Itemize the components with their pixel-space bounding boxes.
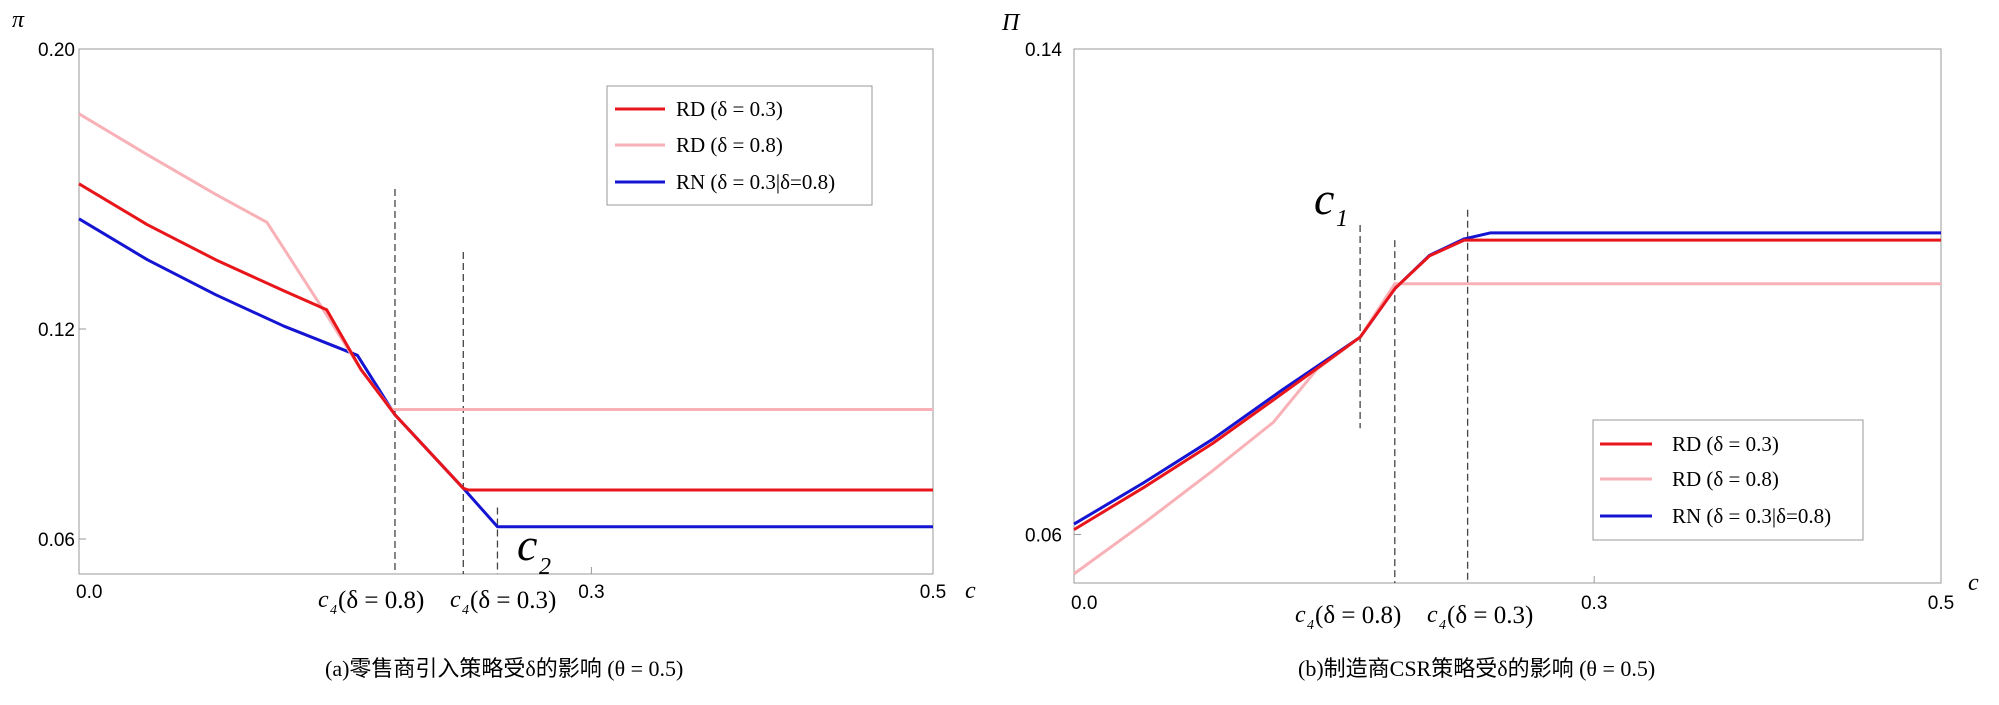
annotation-c4-08-sub: 4 <box>330 603 337 618</box>
y-tick-label: 0.06 <box>1025 525 1062 546</box>
caption-a: (a)零售商引入策略受δ的影响 (θ = 0.5) <box>325 656 683 681</box>
plot-frame-b <box>1073 48 1942 584</box>
x-tick-label: 0.0 <box>76 582 102 603</box>
y-tick-label: 0.12 <box>38 320 75 341</box>
x-tick-label: 0.3 <box>1581 593 1607 614</box>
plot-frame-a <box>78 48 934 575</box>
annotation-c1-main: c <box>1314 173 1334 224</box>
x-tick-label: 0.5 <box>1928 593 1954 614</box>
x-tick-label: 0.0 <box>1071 593 1097 614</box>
y-tick-label: 0.20 <box>38 40 75 61</box>
legend-label-rn-b: RN (δ = 0.3|δ=0.8) <box>1672 504 1831 528</box>
series-line <box>1073 282 1941 576</box>
annotation-c4-08-main: c <box>318 587 329 613</box>
annotation-c2-main: c <box>517 519 537 570</box>
legend-b: RD (δ = 0.3) RD (δ = 0.8) RN (δ = 0.3|δ=… <box>1592 419 1864 541</box>
legend-label-rd-03-b: RD (δ = 0.3) <box>1672 432 1779 456</box>
annotation-c4-03-label: (δ = 0.3) <box>470 587 556 614</box>
annotation-c4-03-main: c <box>450 587 461 613</box>
panel-b: Π c 0.14 0.06 0.0 0.3 0.5 RD (δ = 0.3) RD (… <box>1001 10 1979 681</box>
legend-label-rn-a: RN (δ = 0.3|δ=0.8) <box>676 170 835 194</box>
caption-b: (b)制造商CSR策略受δ的影响 (θ = 0.5) <box>1298 656 1655 681</box>
annotation-c4-08-sub-b: 4 <box>1307 618 1314 633</box>
legend-label-rd-08-b: RD (δ = 0.8) <box>1672 467 1779 491</box>
y-tick-label: 0.14 <box>1025 40 1062 61</box>
x-tick-label: 0.3 <box>578 582 604 603</box>
series-line <box>1073 238 1941 531</box>
y-axis-label-a: π <box>12 7 25 33</box>
annotation-c4-03-main-b: c <box>1427 602 1438 628</box>
annotation-c4-03-sub: 4 <box>462 603 469 618</box>
legend-label-rd-08-a: RD (δ = 0.8) <box>676 133 783 157</box>
annotation-c4-08-main-b: c <box>1295 602 1306 628</box>
legend-label-rd-03-a: RD (δ = 0.3) <box>676 97 783 121</box>
x-axis-label-a: c <box>965 578 976 604</box>
annotation-c2-sub: 2 <box>539 554 551 580</box>
x-axis-label-b: c <box>1968 570 1979 596</box>
annotation-c4-03-sub-b: 4 <box>1439 618 1446 633</box>
annotation-c4-03-label-b: (δ = 0.3) <box>1447 602 1533 629</box>
annotation-c4-08-label-b: (δ = 0.8) <box>1315 602 1401 629</box>
x-tick-label: 0.5 <box>920 582 946 603</box>
annotation-c1-sub: 1 <box>1336 206 1348 232</box>
y-tick-label: 0.06 <box>38 530 75 551</box>
panel-a: π c 0.20 0.12 0.06 0.0 0.3 0.5 RD (δ = 0.3) … <box>12 7 976 681</box>
legend-a: RD (δ = 0.3) RD (δ = 0.8) RN (δ = 0.3|δ=… <box>606 85 873 206</box>
series-line <box>78 182 933 492</box>
series-line <box>78 112 933 411</box>
annotation-c4-08-label: (δ = 0.8) <box>338 587 424 614</box>
y-axis-label-b: Π <box>1001 10 1021 36</box>
series-line <box>78 217 933 529</box>
